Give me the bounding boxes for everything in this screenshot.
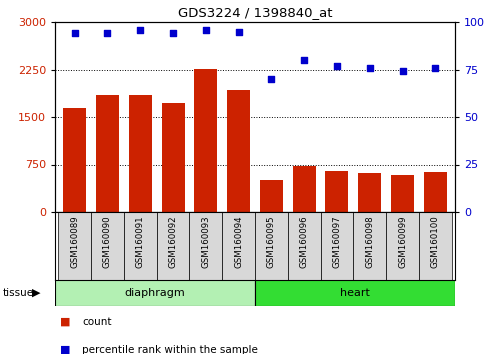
Point (399, 69, 407, 74)
Bar (391, 175, 414, 212)
Text: percentile rank within the sample: percentile rank within the sample (82, 345, 258, 354)
Point (300, 57, 308, 63)
Text: ▶: ▶ (32, 288, 40, 298)
Text: GSM160100: GSM160100 (431, 215, 440, 268)
Point (267, 76, 275, 82)
Bar (157, 212, 189, 280)
Text: GSM160096: GSM160096 (300, 215, 309, 268)
Point (169, 30, 177, 36)
Bar (255, 212, 288, 280)
Text: GSM160095: GSM160095 (267, 215, 276, 268)
Point (202, 27, 210, 33)
Point (333, 63, 341, 69)
Bar (189, 212, 222, 280)
Bar (255, 280, 455, 306)
Point (235, 29, 243, 34)
Bar (227, 90, 250, 212)
Bar (386, 212, 419, 280)
Text: ■: ■ (60, 345, 70, 354)
Bar (288, 212, 320, 280)
Bar (124, 212, 157, 280)
Text: GSM160092: GSM160092 (169, 215, 177, 268)
Bar (419, 212, 452, 280)
Title: GDS3224 / 1398840_at: GDS3224 / 1398840_at (178, 6, 332, 19)
Text: count: count (82, 316, 111, 327)
Text: heart: heart (340, 288, 370, 298)
Point (366, 65, 374, 70)
Text: GSM160099: GSM160099 (398, 215, 407, 268)
Bar (91, 212, 124, 280)
Bar (129, 96, 152, 212)
Bar (222, 212, 255, 280)
Text: GSM160089: GSM160089 (70, 215, 79, 268)
Text: GSM160097: GSM160097 (332, 215, 342, 268)
Text: GSM160090: GSM160090 (103, 215, 112, 268)
Point (104, 30, 111, 36)
Text: GSM160091: GSM160091 (136, 215, 145, 268)
Text: GSM160093: GSM160093 (201, 215, 211, 268)
Text: diaphragm: diaphragm (125, 288, 185, 298)
Text: ■: ■ (60, 316, 70, 327)
Bar (358, 173, 381, 212)
Bar (55, 280, 255, 306)
Text: GSM160098: GSM160098 (365, 215, 374, 268)
Bar (58, 212, 91, 280)
Bar (320, 212, 353, 280)
Bar (162, 103, 184, 212)
Text: tissue: tissue (2, 288, 34, 298)
Text: GSM160094: GSM160094 (234, 215, 243, 268)
Point (70, 30, 78, 36)
Bar (353, 212, 386, 280)
Bar (96, 96, 119, 212)
Bar (194, 69, 217, 212)
Bar (293, 166, 316, 212)
Point (431, 65, 439, 70)
Bar (424, 172, 447, 212)
Bar (260, 180, 283, 212)
Bar (325, 171, 349, 212)
Bar (63, 108, 86, 212)
Point (136, 27, 144, 33)
